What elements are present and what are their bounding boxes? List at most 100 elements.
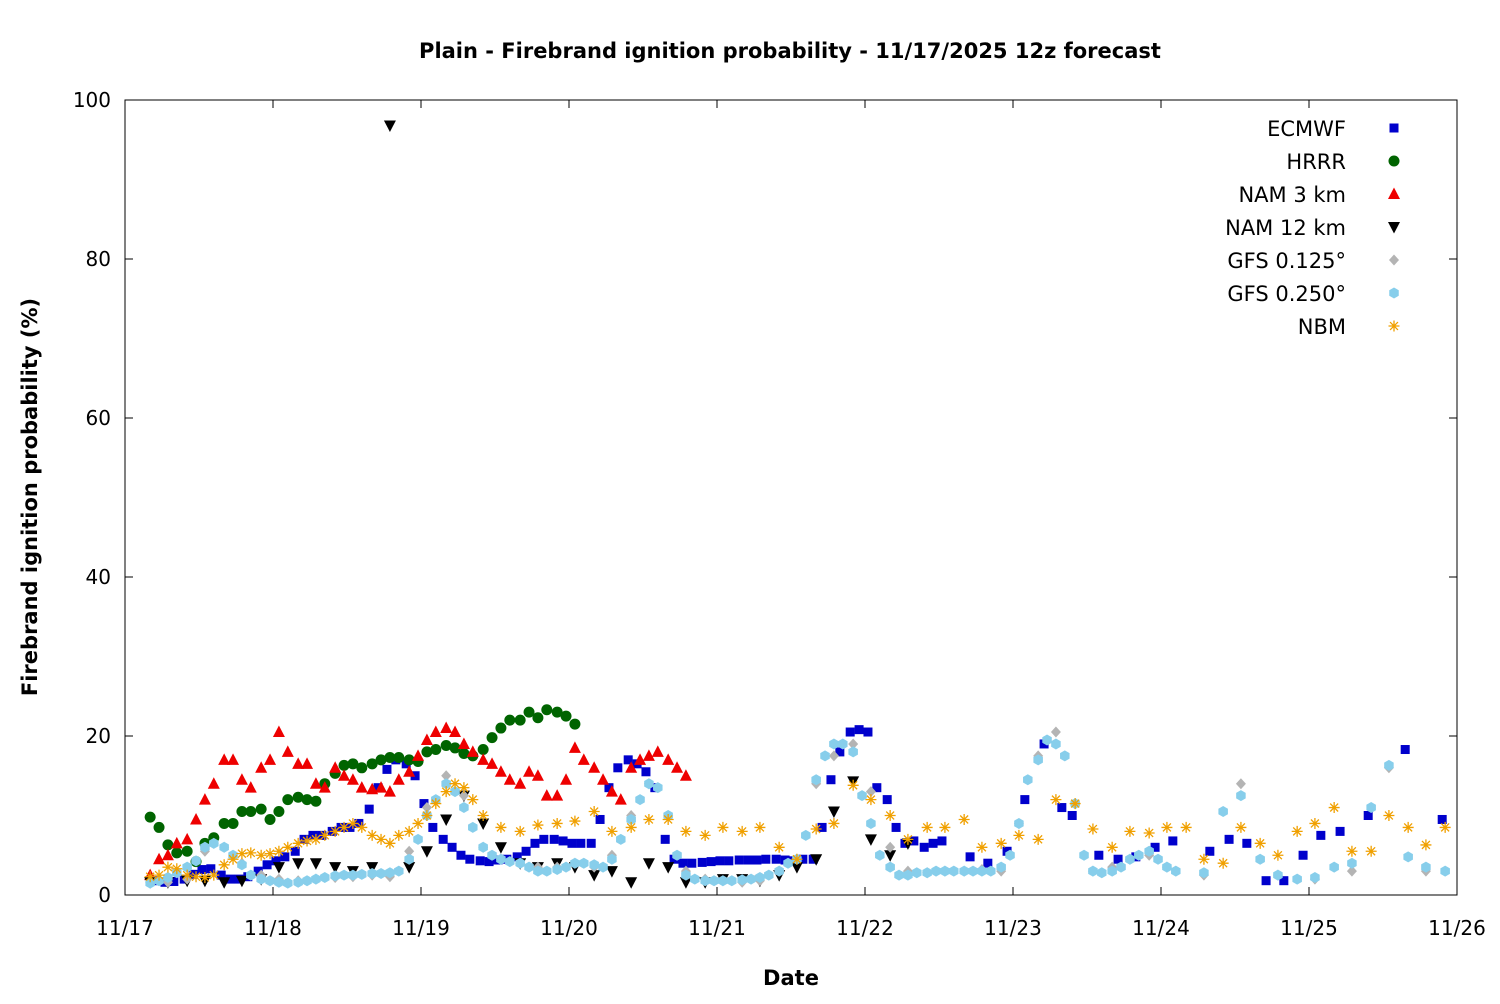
x-axis-label: Date	[763, 966, 819, 990]
point-nam-12-km	[884, 850, 897, 862]
point-gfs-0-250	[385, 867, 395, 879]
point-ecmwf	[1057, 803, 1067, 813]
point-nam-3-km	[551, 789, 564, 801]
point-gfs-0-250	[1088, 865, 1098, 877]
point-ecmwf	[678, 858, 688, 868]
point-nam-3-km	[198, 793, 211, 805]
point-ecmwf	[669, 854, 679, 864]
point-hrrr	[255, 803, 267, 815]
point-gfs-0-250	[1199, 867, 1209, 879]
point-gfs-0-250	[1107, 865, 1117, 877]
point-hrrr	[301, 794, 313, 806]
point-ecmwf	[382, 764, 392, 774]
point-ecmwf	[206, 864, 216, 874]
point-nbm	[532, 819, 544, 831]
point-ecmwf	[697, 857, 707, 867]
point-nam-12-km	[827, 806, 840, 819]
point-nam-3-km	[514, 777, 527, 789]
x-tick-label: 11/17	[96, 916, 154, 940]
point-hrrr	[541, 704, 553, 716]
point-ecmwf	[169, 876, 179, 886]
y-axis: 0 20 40 60 80 100	[73, 88, 1457, 907]
point-gfs-0-250	[811, 774, 821, 786]
point-ecmwf	[521, 846, 531, 856]
point-nbm	[643, 813, 655, 825]
point-gfs-0-250	[191, 855, 201, 867]
point-gfs-0-250	[413, 833, 423, 845]
point-ecmwf	[447, 842, 457, 852]
point-hrrr	[477, 744, 489, 756]
point-gfs-0-250	[496, 853, 506, 865]
point-nam-3-km	[281, 745, 294, 757]
point-ecmwf	[1205, 846, 1215, 856]
y-tick-label: 20	[86, 724, 111, 748]
point-hrrr	[532, 712, 544, 724]
point-ecmwf	[613, 763, 623, 773]
point-gfs-0-250	[533, 865, 543, 877]
point-nbm	[754, 821, 766, 833]
point-nbm	[1143, 827, 1155, 839]
point-gfs-0-250	[1236, 790, 1246, 802]
point-nam-3-km	[235, 773, 248, 785]
point-ecmwf	[761, 854, 771, 864]
point-hrrr	[514, 714, 526, 726]
point-gfs-0-250	[949, 865, 959, 877]
point-gfs-0-250	[274, 876, 284, 888]
point-ecmwf	[1113, 854, 1123, 864]
point-nam-3-km	[429, 725, 442, 738]
point-ecmwf	[937, 836, 947, 846]
point-ecmwf	[798, 854, 808, 864]
point-hrrr	[292, 791, 304, 803]
point-gfs-0-250	[145, 877, 155, 889]
point-gfs-0-250	[561, 861, 571, 873]
point-gfs-0-250	[690, 873, 700, 885]
point-nbm	[384, 837, 396, 849]
point-ecmwf	[197, 865, 207, 875]
point-gfs-0-250	[1347, 857, 1357, 869]
point-gfs-0-250	[1162, 861, 1172, 873]
point-nbm	[356, 821, 368, 833]
point-nbm	[1050, 794, 1062, 806]
point-ecmwf	[1150, 842, 1160, 852]
point-nbm	[264, 848, 276, 860]
point-nam-3-km	[531, 769, 544, 781]
point-ecmwf	[743, 855, 753, 865]
point-gfs-0-250	[931, 865, 941, 877]
point-ecmwf	[465, 854, 475, 864]
point-gfs-0-250	[1097, 867, 1107, 879]
point-gfs-0-125	[848, 738, 859, 750]
point-ecmwf	[687, 858, 697, 868]
point-nbm	[208, 869, 220, 881]
point-nam-12-km	[420, 846, 433, 858]
point-nbm	[810, 823, 822, 835]
point-gfs-0-250	[339, 869, 349, 881]
point-nam-12-km	[679, 877, 692, 889]
legend-marker-nam-3-km	[1388, 187, 1400, 199]
point-gfs-0-250	[1033, 754, 1043, 766]
point-hrrr	[375, 754, 387, 766]
point-nbm	[699, 829, 711, 841]
point-hrrr	[153, 821, 165, 833]
point-nbm	[282, 841, 294, 853]
point-gfs-0-250	[848, 746, 858, 758]
point-hrrr	[384, 751, 396, 763]
point-gfs-0-250	[829, 738, 839, 750]
point-ecmwf	[1363, 811, 1373, 820]
point-nbm	[514, 825, 526, 837]
point-ecmwf	[1067, 811, 1077, 820]
point-nbm	[921, 821, 933, 833]
point-nbm	[773, 841, 785, 853]
point-nam-12-km	[662, 862, 675, 874]
point-gfs-0-250	[598, 861, 608, 873]
point-gfs-0-250	[838, 738, 848, 750]
point-nbm	[171, 863, 183, 875]
point-nbm	[467, 794, 479, 806]
y-axis-label: Firebrand ignition probability (%)	[18, 298, 42, 696]
point-nam-3-km	[153, 852, 166, 865]
x-tick-label: 11/26	[1428, 916, 1486, 940]
point-nbm	[1217, 857, 1229, 869]
point-ecmwf	[1002, 846, 1012, 856]
point-ecmwf	[882, 795, 892, 805]
point-nbm	[1161, 821, 1173, 833]
point-hrrr	[162, 839, 174, 851]
